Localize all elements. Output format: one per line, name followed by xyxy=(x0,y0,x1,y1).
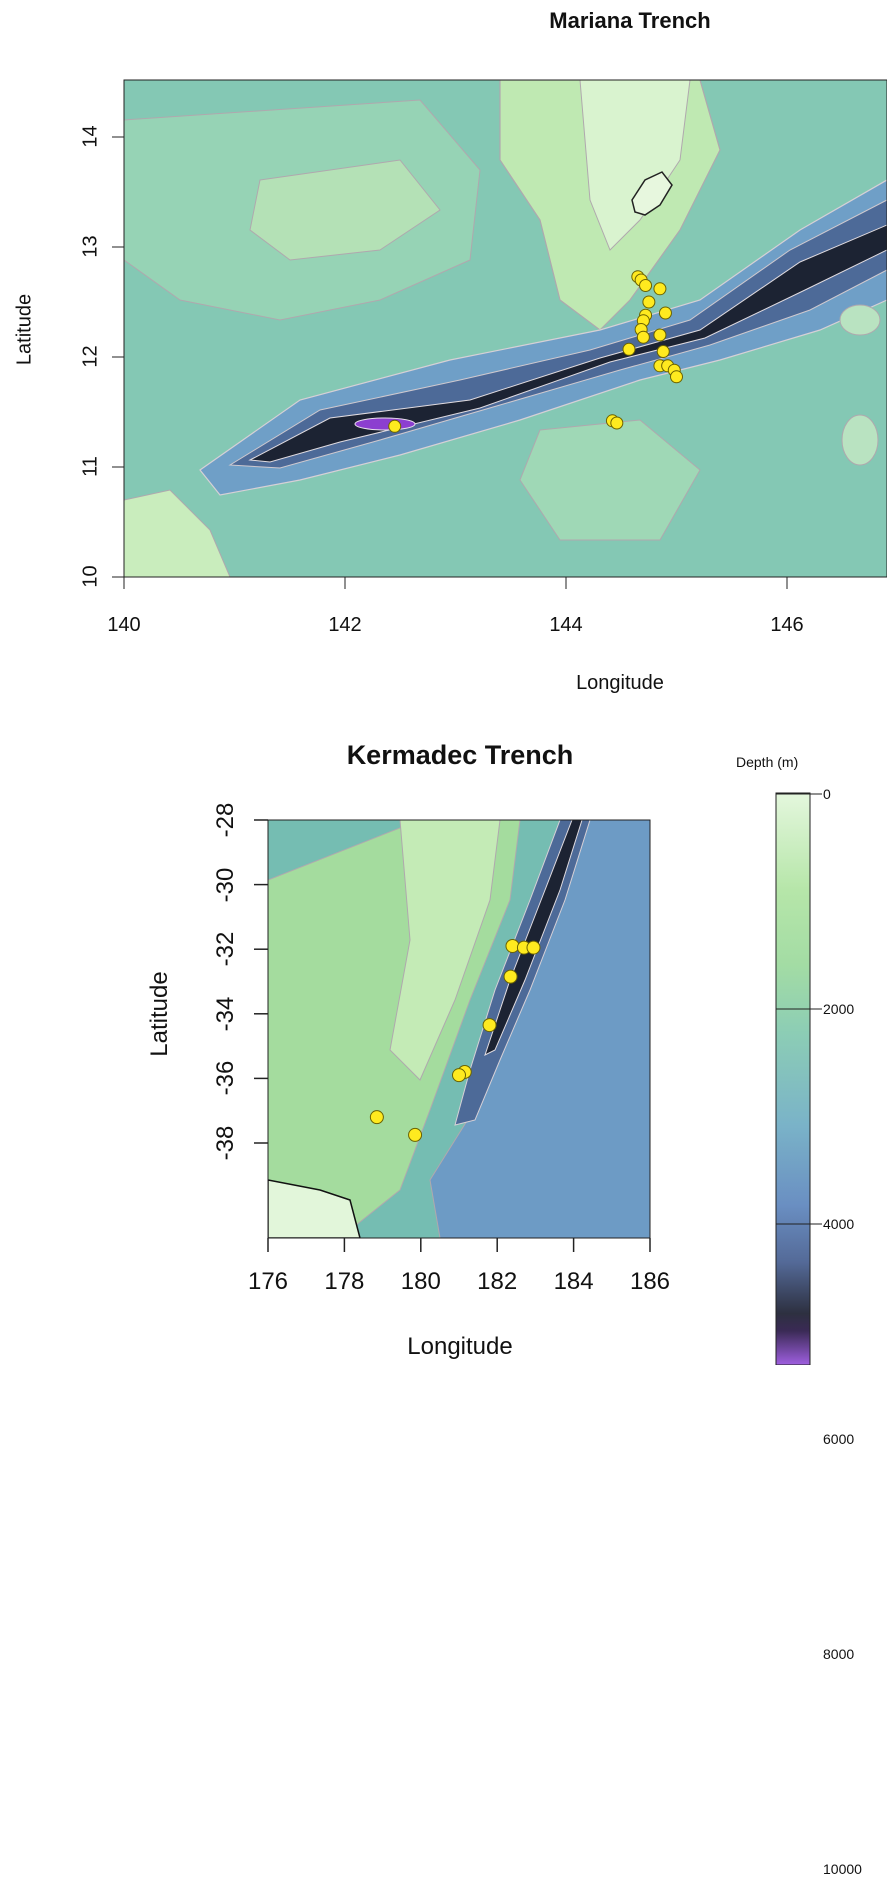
kermadec-title: Kermadec Trench xyxy=(346,740,574,770)
x-tick-label: 176 xyxy=(247,1268,289,1295)
sample-point xyxy=(636,330,650,344)
sample-point xyxy=(656,345,670,358)
sample-point xyxy=(639,279,653,292)
sample-point xyxy=(610,416,624,430)
sample-point xyxy=(503,969,518,984)
legend-tick-label: 0 xyxy=(823,786,831,802)
y-tick-label: -32 xyxy=(212,931,239,967)
y-tick-label: 14 xyxy=(79,125,102,148)
x-tick-label: 184 xyxy=(553,1268,594,1295)
y-tick-label: -36 xyxy=(212,1061,239,1096)
sample-point xyxy=(482,1018,497,1033)
legend-tick-label: 6000 xyxy=(823,1431,855,1447)
x-tick-label: 146 xyxy=(770,614,804,636)
sample-point xyxy=(642,295,656,309)
y-tick-label: 12 xyxy=(79,345,102,368)
y-tick-label: -30 xyxy=(212,867,239,902)
sample-point xyxy=(505,938,520,953)
x-tick-label: 180 xyxy=(400,1268,441,1295)
x-tick-label: 140 xyxy=(107,614,141,636)
sample-point xyxy=(388,419,402,433)
sample-point xyxy=(408,1127,423,1142)
sample-point xyxy=(526,940,541,955)
y-tick-label: -28 xyxy=(212,802,239,838)
legend-tick-label: 4000 xyxy=(823,1216,855,1232)
x-tick-label: 142 xyxy=(328,614,362,636)
x-tick-label: 178 xyxy=(324,1268,365,1295)
sample-point xyxy=(658,306,672,320)
legend-tick-label: 2000 xyxy=(823,1001,855,1017)
y-tick-label: 11 xyxy=(79,456,102,477)
sample-point xyxy=(457,1064,472,1079)
mariana-title: Mariana Trench xyxy=(549,8,711,33)
sample-point xyxy=(622,342,636,356)
sample-point xyxy=(452,1068,466,1083)
kermadec-x-axis-label: Longitude xyxy=(407,1333,513,1360)
mariana-y-axis-label: Latitude xyxy=(13,293,36,366)
sample-point xyxy=(653,282,667,296)
legend-title: Depth (m) xyxy=(736,754,799,770)
sample-point xyxy=(670,370,683,384)
y-tick-label: -38 xyxy=(212,1125,239,1161)
y-tick-label: -34 xyxy=(212,996,239,1032)
sample-point xyxy=(653,328,667,342)
mariana-map xyxy=(112,79,887,589)
kermadec-y-axis-label: Latitude xyxy=(146,971,173,1057)
legend-tick-label: 10000 xyxy=(823,1861,862,1877)
y-tick-label: 10 xyxy=(79,565,102,588)
x-tick-label: 182 xyxy=(477,1268,518,1295)
y-tick-label: 13 xyxy=(79,235,102,258)
sample-point xyxy=(516,940,531,955)
x-tick-label: 144 xyxy=(549,614,583,636)
sample-point xyxy=(369,1110,384,1125)
legend-tick-label: 8000 xyxy=(823,1646,855,1662)
mariana-x-axis-label: Longitude xyxy=(576,672,664,694)
x-tick-label: 186 xyxy=(629,1268,671,1295)
